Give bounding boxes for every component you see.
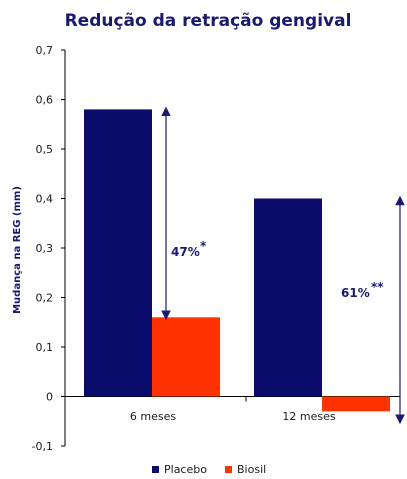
legend-swatch-biosil — [225, 466, 232, 473]
bar-placebo-1 — [84, 109, 152, 397]
bars — [84, 109, 390, 412]
annotation-61: 61% — [341, 286, 370, 300]
y-axis-label: Mudança na REG (mm) — [12, 186, 23, 314]
bar-biosil-1 — [152, 317, 220, 397]
y-tick-label: 0,1 — [36, 341, 54, 354]
y-tick-label: -0,1 — [32, 440, 53, 453]
category-label: 6 meses — [130, 410, 176, 423]
bar-biosil-2 — [322, 396, 390, 412]
annotations: 47% * 61% ** — [161, 106, 405, 425]
bar-placebo-2 — [254, 198, 322, 397]
y-tick-label: 0 — [46, 391, 53, 404]
legend-label-biosil: Biosil — [237, 463, 266, 476]
y-tick-label: 0,6 — [36, 94, 54, 107]
legend: Placebo Biosil — [152, 463, 266, 476]
y-tick-label: 0,7 — [36, 44, 54, 57]
y-tick-label: 0,4 — [36, 193, 54, 206]
y-tick-label: 0,5 — [36, 143, 54, 156]
legend-swatch-placebo — [152, 466, 159, 473]
category-label: 12 meses — [282, 410, 335, 423]
annotation-47-mark: * — [200, 239, 207, 253]
category-labels: 6 meses 12 meses — [130, 396, 336, 423]
chart-title: Redução da retração gengival — [65, 11, 352, 31]
y-ticks: 0,7 0,6 0,5 0,4 0,3 0,2 0,1 0 -0,1 — [32, 44, 65, 453]
annotation-47: 47% — [171, 245, 200, 259]
annotation-61-mark: ** — [371, 280, 384, 294]
legend-label-placebo: Placebo — [164, 463, 207, 476]
y-tick-label: 0,3 — [36, 242, 54, 255]
y-tick-label: 0,2 — [36, 292, 54, 305]
